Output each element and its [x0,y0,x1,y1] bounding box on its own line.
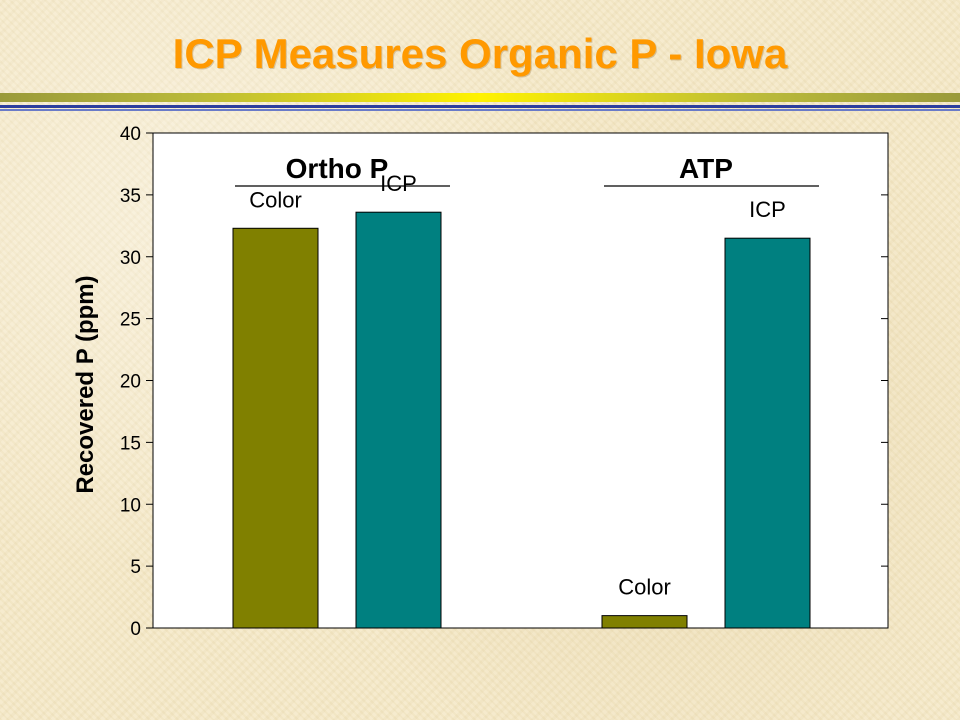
bar-label-icp-1: ICP [749,197,786,222]
y-tick-label-30: 30 [120,248,141,269]
bar-icp-0 [355,211,442,629]
title-divider [0,93,960,113]
category-label-0: Ortho P [286,153,389,184]
y-tick-label-5: 5 [130,557,141,578]
y-tick-label-20: 20 [120,372,141,393]
y-tick-label-25: 25 [120,310,141,331]
bar-label-color-0: Color [249,187,302,212]
y-tick-label-0: 0 [130,619,141,640]
y-tick-label-35: 35 [120,186,141,207]
bar-color-0 [232,227,319,629]
y-tick-label-40: 40 [120,124,141,145]
y-tick-label-15: 15 [120,433,141,454]
bars: Color ICP Color ICP [232,171,811,629]
y-axis-label: Recovered P (ppm) [72,275,99,493]
bar-icp-1 [724,237,811,629]
bar-label-icp-0: ICP [380,171,417,196]
y-tick-label-10: 10 [120,495,141,516]
slide-title: ICP Measures Organic P - Iowa [172,30,788,77]
bar-color-1 [601,615,688,629]
category-groups: Ortho P ATP [235,153,819,187]
category-label-1: ATP [679,153,733,184]
bar-label-color-1: Color [618,575,671,600]
y-axis: 0 5 10 15 20 25 30 35 40 [120,124,888,640]
